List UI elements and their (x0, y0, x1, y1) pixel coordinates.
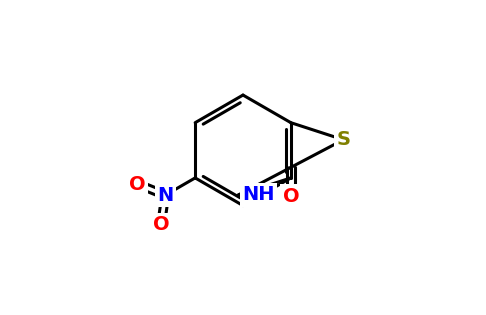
Text: O: O (282, 187, 299, 206)
Text: NH: NH (242, 186, 275, 204)
Text: S: S (336, 130, 350, 149)
Text: O: O (129, 175, 146, 193)
Text: O: O (153, 215, 170, 234)
Text: N: N (157, 186, 174, 205)
